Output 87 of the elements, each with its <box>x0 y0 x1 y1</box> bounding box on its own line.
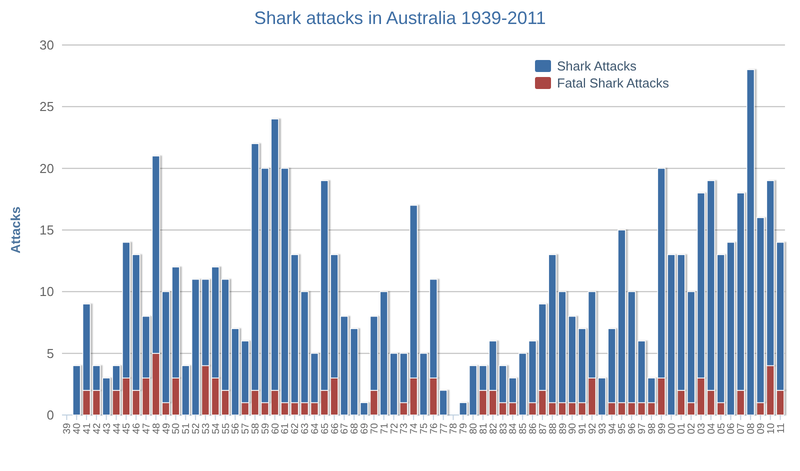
bar <box>72 365 81 416</box>
x-tick-label: 54 <box>210 422 222 434</box>
x-tick-label: 41 <box>82 422 94 434</box>
x-tick-label: 72 <box>389 422 400 434</box>
x-tick-label: 02 <box>686 422 698 434</box>
x-tick-label: 44 <box>112 422 123 434</box>
x-tick-label: 06 <box>726 422 738 434</box>
x-tick-label: 67 <box>340 422 351 434</box>
x-tick-label: 71 <box>379 422 390 434</box>
x-tick-label: 76 <box>428 422 440 434</box>
x-tick-label: 53 <box>200 422 212 434</box>
x-tick-label: 60 <box>270 422 282 434</box>
x-tick-label: 51 <box>181 422 192 434</box>
x-tick-label: 84 <box>508 422 520 434</box>
x-tick-label: 63 <box>300 422 312 434</box>
x-tick-label: 83 <box>498 422 510 434</box>
x-tick-label: 92 <box>587 422 598 434</box>
x-tick-label: 56 <box>230 422 242 434</box>
y-axis-title: Attacks <box>8 206 23 254</box>
x-tick-label: 75 <box>419 422 430 434</box>
y-tick-label: 0 <box>46 408 54 423</box>
x-tick-label: 98 <box>646 422 658 434</box>
x-tick-label: 86 <box>528 422 540 434</box>
x-tick-label: 78 <box>448 422 460 434</box>
x-tick-label: 10 <box>766 422 777 434</box>
x-tick-label: 00 <box>666 422 678 434</box>
x-tick-label: 88 <box>548 422 559 434</box>
bar <box>419 352 428 416</box>
x-tick-label: 99 <box>656 422 668 434</box>
x-tick-label: 82 <box>488 422 500 434</box>
x-tick-label: 77 <box>438 422 450 434</box>
y-tick-label: 20 <box>40 160 54 176</box>
x-tick-label: 70 <box>369 422 380 434</box>
x-tick-label: 81 <box>478 422 490 434</box>
bar <box>360 402 368 416</box>
x-tick-label: 66 <box>330 422 341 434</box>
y-tick-label: 25 <box>40 99 54 114</box>
x-tick-label: 42 <box>92 422 103 434</box>
y-tick-label: 10 <box>40 284 54 300</box>
x-tick-label: 89 <box>558 422 569 434</box>
x-tick-label: 74 <box>409 422 420 434</box>
x-tick-label: 85 <box>518 422 530 434</box>
y-tick-label: 30 <box>40 38 54 53</box>
y-tick-label: 5 <box>46 346 54 361</box>
x-tick-label: 43 <box>102 422 113 434</box>
x-tick-label: 69 <box>360 422 371 434</box>
x-tick-label: 45 <box>122 422 133 434</box>
x-tick-label: 93 <box>597 422 608 434</box>
x-tick-label: 50 <box>171 422 182 434</box>
x-tick-label: 39 <box>62 422 74 434</box>
x-tick-label: 95 <box>617 422 628 434</box>
x-tick-label: 90 <box>568 422 579 434</box>
x-tick-label: 68 <box>350 422 361 434</box>
y-tick-label: 15 <box>40 222 54 238</box>
x-tick-label: 05 <box>716 422 728 434</box>
legend-label: Shark Attacks <box>557 58 637 74</box>
x-tick-label: 09 <box>756 422 767 434</box>
legend-label: Fatal Shark Attacks <box>557 76 670 91</box>
chart-title: Shark attacks in Australia 1939-2011 <box>254 8 546 28</box>
x-tick-label: 48 <box>151 422 162 434</box>
x-tick-label: 01 <box>676 422 688 434</box>
x-tick-label: 03 <box>696 422 708 434</box>
x-tick-label: 04 <box>706 422 718 434</box>
x-tick-label: 40 <box>72 422 84 434</box>
x-tick-label: 47 <box>141 422 152 434</box>
x-tick-label: 08 <box>746 422 758 434</box>
x-tick-label: 58 <box>250 422 262 434</box>
x-tick-label: 64 <box>310 422 321 434</box>
x-tick-label: 79 <box>458 422 470 434</box>
x-tick-label: 59 <box>260 422 272 434</box>
x-tick-label: 80 <box>468 422 480 434</box>
x-tick-label: 57 <box>240 422 252 434</box>
x-tick-label: 94 <box>607 422 618 434</box>
x-tick-label: 61 <box>280 422 292 434</box>
x-tick-label: 91 <box>578 422 589 434</box>
x-tick-label: 73 <box>399 422 410 434</box>
x-tick-label: 07 <box>736 422 748 434</box>
x-tick-label: 46 <box>132 422 143 434</box>
x-tick-label: 96 <box>627 422 638 434</box>
x-tick-label: 87 <box>538 422 549 434</box>
x-tick-label: 49 <box>161 422 172 434</box>
x-tick-label: 55 <box>220 422 232 434</box>
x-tick-label: 52 <box>191 422 202 434</box>
x-tick-label: 65 <box>320 422 331 434</box>
x-tick-label: 62 <box>290 422 302 434</box>
x-tick-label: 11 <box>776 422 787 434</box>
x-tick-label: 97 <box>637 422 648 434</box>
